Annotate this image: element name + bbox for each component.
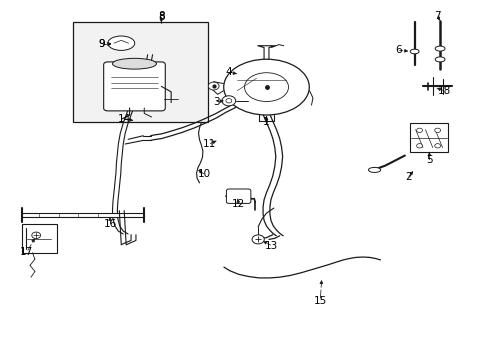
Ellipse shape xyxy=(368,167,380,172)
Ellipse shape xyxy=(416,144,422,148)
Text: 14: 14 xyxy=(118,114,131,124)
Text: 10: 10 xyxy=(198,169,210,179)
FancyBboxPatch shape xyxy=(21,224,57,253)
Text: 15: 15 xyxy=(313,296,326,306)
Text: 2: 2 xyxy=(404,172,411,182)
Text: 4: 4 xyxy=(225,67,232,77)
FancyBboxPatch shape xyxy=(409,123,447,152)
Text: 11: 11 xyxy=(202,139,216,149)
FancyBboxPatch shape xyxy=(73,22,207,122)
Ellipse shape xyxy=(222,96,235,106)
Ellipse shape xyxy=(434,128,440,132)
Ellipse shape xyxy=(224,59,309,115)
Ellipse shape xyxy=(244,73,288,102)
Text: 17: 17 xyxy=(20,247,34,257)
Text: 13: 13 xyxy=(264,240,278,251)
Text: 9: 9 xyxy=(98,39,105,49)
Text: 1: 1 xyxy=(263,117,269,127)
Ellipse shape xyxy=(434,57,444,62)
Text: 9: 9 xyxy=(98,39,105,49)
Text: 8: 8 xyxy=(158,11,164,21)
FancyBboxPatch shape xyxy=(226,189,250,203)
Ellipse shape xyxy=(416,128,422,132)
Text: 16: 16 xyxy=(103,219,117,229)
Ellipse shape xyxy=(225,99,231,103)
Ellipse shape xyxy=(252,235,264,244)
Text: 3: 3 xyxy=(212,96,219,107)
Ellipse shape xyxy=(434,144,440,148)
Text: 6: 6 xyxy=(394,45,401,55)
Ellipse shape xyxy=(208,82,219,90)
Ellipse shape xyxy=(32,232,41,239)
Text: 8: 8 xyxy=(158,12,164,22)
Text: 12: 12 xyxy=(231,199,245,210)
FancyBboxPatch shape xyxy=(22,213,144,217)
FancyBboxPatch shape xyxy=(103,62,165,111)
Ellipse shape xyxy=(409,49,418,54)
Ellipse shape xyxy=(112,58,156,69)
Text: 5: 5 xyxy=(425,155,432,165)
Text: 18: 18 xyxy=(436,86,450,96)
Ellipse shape xyxy=(434,46,444,51)
Ellipse shape xyxy=(108,36,134,50)
Text: 7: 7 xyxy=(433,11,440,21)
